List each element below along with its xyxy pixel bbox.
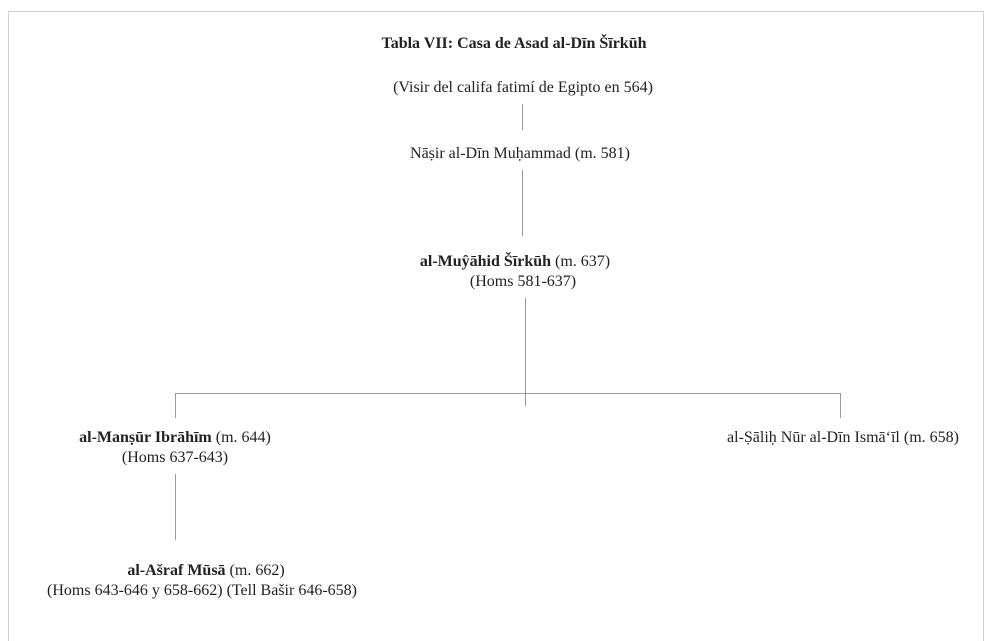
- table-frame: [8, 11, 984, 641]
- node-asraf: al-Ašraf Mūsā (m. 662): [127, 562, 284, 580]
- node-salih: al-Ṣāliḥ Nūr al-Dīn Ismā‘īl (m. 658): [727, 429, 959, 446]
- node-mansur-name: al-Manṣūr Ibrāhīm: [79, 429, 212, 446]
- node-asraf-rule: (Homs 643-646 y 658-662) (Tell Bašir 646…: [47, 582, 357, 599]
- node-mansur-rule: (Homs 637-643): [121, 449, 229, 466]
- node-asraf-death: (m. 662): [225, 562, 285, 579]
- node-root: (Visir del califa fatimí de Egipto en 56…: [393, 79, 653, 96]
- node-mujahid-death: (m. 637): [551, 253, 611, 270]
- connector-nasir-mujahid: [522, 170, 523, 236]
- node-mujahid-name: al-Muŷāhid Šīrkūh: [419, 253, 552, 270]
- connector-mujahid-children: [525, 298, 526, 406]
- connector-root-nasir: [522, 104, 523, 130]
- connector-bar-salih: [840, 393, 841, 418]
- node-mujahid: al-Muŷāhid Šīrkūh (m. 637): [420, 253, 610, 271]
- connector-mansur-asraf: [175, 474, 176, 540]
- node-asraf-name: al-Ašraf Mūsā: [127, 562, 226, 579]
- node-nasir: Nāṣir al-Dīn Muḥammad (m. 581): [410, 145, 630, 162]
- node-mansur: al-Manṣūr Ibrāhīm (m. 644): [79, 429, 271, 447]
- node-mujahid-rule: (Homs 581-637): [469, 273, 577, 290]
- diagram-title: Tabla VII: Casa de Asad al-Dīn Šīrkūh: [381, 35, 647, 52]
- connector-bar-mansur: [175, 393, 176, 418]
- node-mansur-death: (m. 644): [211, 429, 271, 446]
- sibling-bar: [175, 393, 841, 394]
